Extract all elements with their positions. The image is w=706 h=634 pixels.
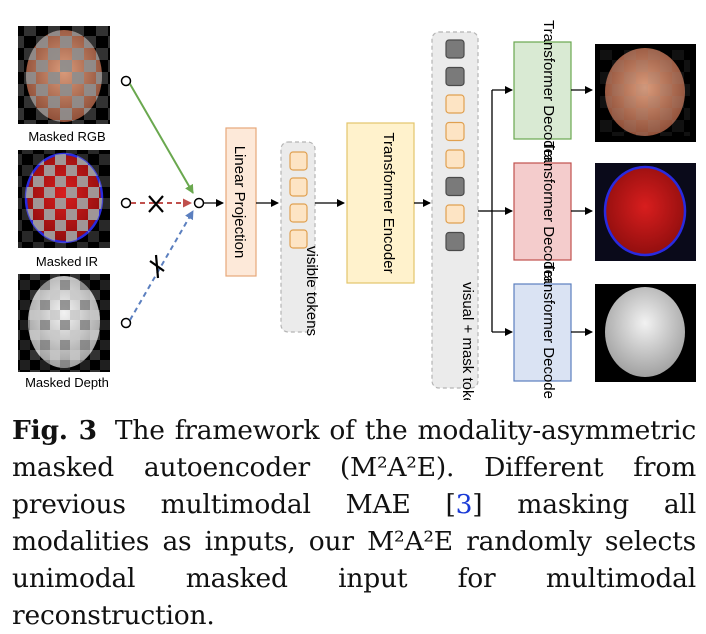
rgb-arrow [129, 83, 194, 194]
masked-depth-label: Masked Depth [25, 375, 109, 390]
masked-ir-label: Masked IR [36, 254, 98, 269]
figure-label: Fig. 3 [12, 415, 97, 446]
visible-tokens-label: visible tokens [303, 246, 320, 336]
merge-port [193, 197, 205, 209]
linear-projection-block [225, 127, 257, 277]
masked-depth-image [18, 274, 110, 372]
decoder-depth-label: Transformer Decoder [540, 262, 557, 400]
mask-tokens-label: visual + mask tokens [459, 282, 476, 400]
reconstructed-ir-image [595, 163, 696, 261]
framework-diagram: Masked RGB Masked IR Masked Depth Linear… [18, 20, 696, 400]
figure-caption: Fig. 3 The framework of the modality-asym… [12, 412, 696, 634]
decoder-depth-block [513, 283, 572, 382]
visible-token-stack [289, 151, 308, 249]
visible-token [445, 121, 465, 142]
transformer-encoder-block [346, 122, 415, 284]
rgb-port [120, 75, 132, 87]
mask-token [445, 231, 465, 252]
masked-ir-image [18, 150, 110, 248]
decoder-ir-label: Transformer Decoder [540, 141, 557, 283]
reconstructed-rgb-image [595, 44, 696, 142]
decoder-ir-block [513, 162, 572, 261]
visible-token [289, 203, 308, 223]
split-connectors [478, 86, 513, 336]
visible-token [289, 151, 308, 171]
transformer-encoder-label: Transformer Encoder [380, 132, 397, 273]
citation-link[interactable]: 3 [455, 489, 473, 520]
depth-blocked-cross-icon [149, 254, 165, 279]
mask-token-stack [445, 39, 465, 252]
ir-blocked-cross-icon [148, 195, 164, 213]
ir-port [120, 197, 132, 209]
masked-rgb-label: Masked RGB [28, 129, 105, 144]
decoder-rgb-label: Transformer Decoder [540, 20, 557, 162]
mask-token [445, 66, 465, 87]
visible-token [445, 149, 465, 169]
linear-projection-label: Linear Projection [231, 146, 248, 259]
visible-token [289, 229, 308, 249]
masked-rgb-image [18, 26, 110, 124]
mask-token [445, 176, 465, 197]
reconstructed-depth-image [595, 284, 696, 382]
visible-token [445, 204, 465, 224]
visible-token [445, 94, 465, 114]
mask-token [445, 39, 465, 59]
caption-text-1: The framework of the modality-asymmetric… [12, 415, 696, 520]
depth-arrow [129, 210, 194, 321]
visible-token [289, 177, 308, 197]
depth-port [120, 317, 132, 329]
decoder-rgb-block [513, 41, 572, 140]
